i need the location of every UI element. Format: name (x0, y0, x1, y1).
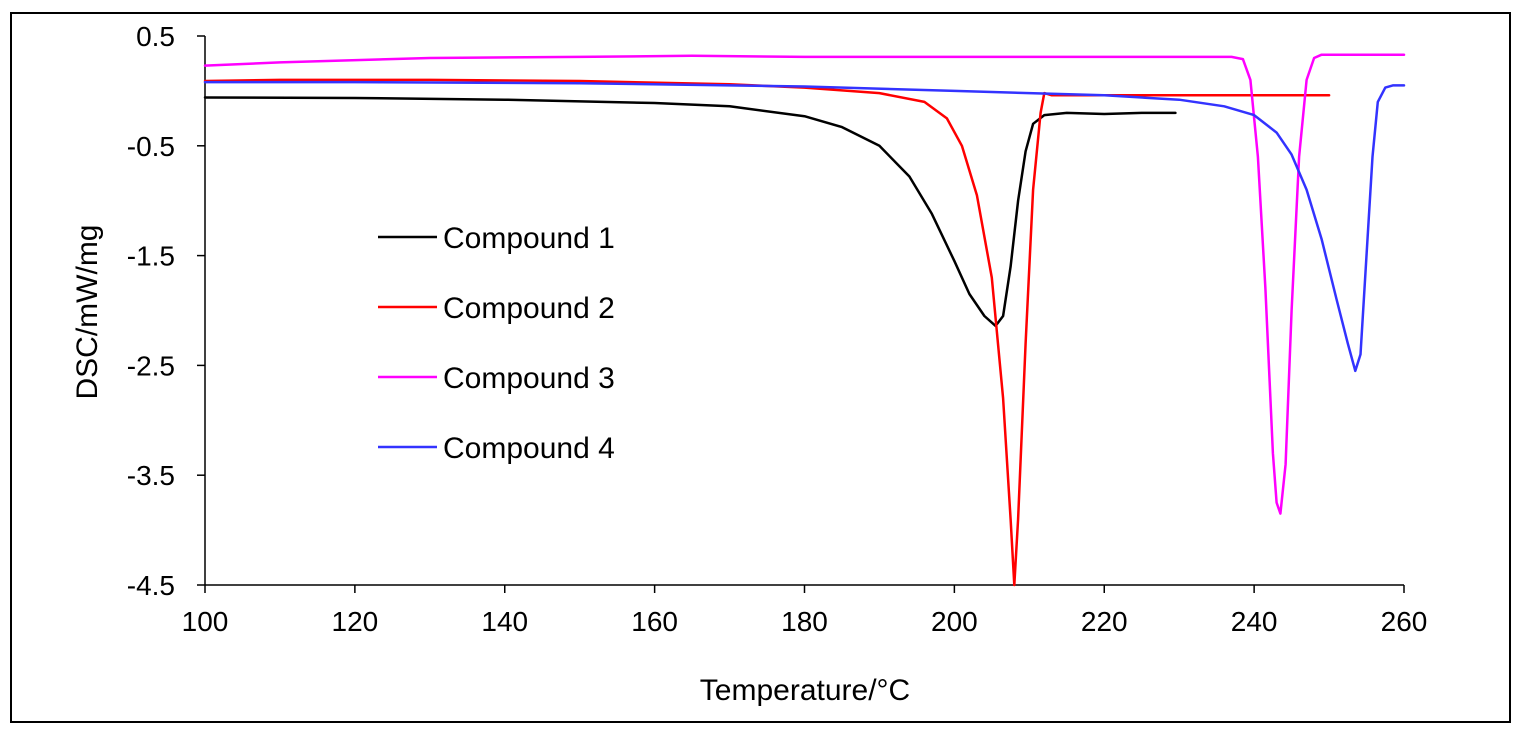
legend: Compound 1 Compound 2 Compound 3 Compound 4 (378, 222, 615, 465)
legend-label-compound-1: Compound 1 (443, 222, 615, 255)
x-tick-label: 200 (931, 606, 978, 637)
y-tick-label: -4.5 (127, 570, 175, 601)
y-tick-label: -3.5 (127, 460, 175, 491)
x-tick-label: 180 (781, 606, 828, 637)
y-axis-title: DSC/mW/mg (71, 225, 104, 400)
legend-label-compound-3: Compound 3 (443, 362, 615, 395)
series-line-compound-3 (203, 53, 1406, 515)
x-tick-label: 100 (182, 606, 229, 637)
series-line-compound-4 (203, 80, 1406, 373)
y-tick-label: -1.5 (127, 241, 175, 272)
x-tick-label: 240 (1231, 606, 1278, 637)
axes: 100 120 140 160 180 200 220 240 260 0.5 -0.5 -1.5 -2… (127, 21, 1428, 637)
legend-label-compound-2: Compound 2 (443, 292, 615, 325)
y-tick-label: -2.5 (127, 350, 175, 381)
x-tick-label: 220 (1081, 606, 1128, 637)
series-line-compound-1 (203, 96, 1177, 328)
y-tick-label: 0.5 (136, 21, 175, 52)
x-tick-label: 140 (481, 606, 528, 637)
series-lines (203, 53, 1406, 587)
y-tick-label: -0.5 (127, 131, 175, 162)
x-tick-label: 120 (332, 606, 379, 637)
chart-frame (10, 12, 1511, 723)
x-axis-title: Temperature/°C (700, 674, 910, 707)
series-line-compound-2 (203, 78, 1331, 587)
x-tick-label: 160 (631, 606, 678, 637)
legend-label-compound-4: Compound 4 (443, 432, 615, 465)
x-tick-label: 260 (1381, 606, 1428, 637)
